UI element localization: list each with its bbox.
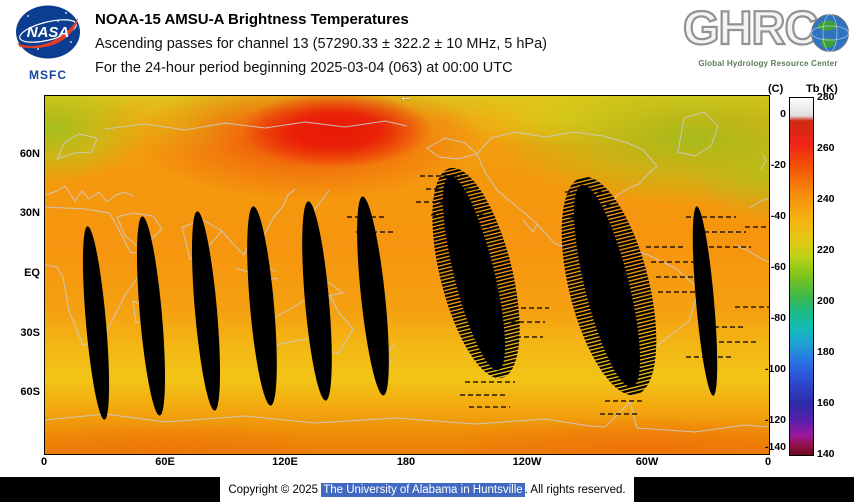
lon-tick-label: 60W xyxy=(635,456,659,468)
kelvin-tick-label: 160 xyxy=(817,397,835,409)
celsius-tick-label: -60 xyxy=(770,261,786,273)
nasa-wordmark: NASA xyxy=(27,24,70,41)
period-subtitle: For the 24-hour period beginning 2025-03… xyxy=(95,60,513,76)
lon-tick-label: 0 xyxy=(40,456,48,468)
ghrc-tagline: Global Hydrology Resource Center xyxy=(698,59,838,68)
globe-icon xyxy=(811,14,849,52)
brightness-temperature-map xyxy=(44,95,770,455)
lon-tick-label: 180 xyxy=(396,456,416,468)
kelvin-tick-label: 240 xyxy=(817,193,835,205)
lon-tick-label: 60E xyxy=(155,456,175,468)
celsius-tick-label: -100 xyxy=(764,363,786,375)
colorbar-kelvin-unit: Tb (K) xyxy=(806,83,838,95)
colorbar-celsius-unit: (C) xyxy=(768,83,784,95)
lon-tick-label: 120E xyxy=(272,456,298,468)
celsius-tick-label: -20 xyxy=(770,159,786,171)
uah-link[interactable]: The University of Alabama in Huntsville xyxy=(321,482,525,497)
ghrc-wordmark: GHRC xyxy=(682,0,820,54)
celsius-tick-label: -40 xyxy=(770,210,786,222)
colorbar-gradient xyxy=(789,97,814,456)
channel-subtitle: Ascending passes for channel 13 (57290.3… xyxy=(95,36,547,52)
ghrc-logo: GHRC Global Hydrology Resource Center xyxy=(682,0,853,82)
lat-tick-label: 30S xyxy=(20,327,40,339)
kelvin-tick-label: 260 xyxy=(817,142,835,154)
kelvin-tick-label: 180 xyxy=(817,346,835,358)
page-title: NOAA-15 AMSU-A Brightness Temperatures xyxy=(95,11,409,28)
celsius-tick-label: -80 xyxy=(770,312,786,324)
copyright-prefix: Copyright © 2025 xyxy=(228,483,322,496)
satellite-swaths xyxy=(82,167,718,420)
title-block: NOAA-15 AMSU-A Brightness Temperatures A… xyxy=(95,8,675,80)
lon-tick-label: 0 xyxy=(764,456,772,468)
scan-line-dashes xyxy=(347,175,769,415)
lat-tick-label: EQ xyxy=(24,267,40,279)
celsius-tick-label: -140 xyxy=(764,441,786,453)
cursor-arrow-icon: ← xyxy=(399,88,413,104)
kelvin-tick-label: 200 xyxy=(817,295,835,307)
kelvin-tick-label: 220 xyxy=(817,244,835,256)
lat-tick-label: 30N xyxy=(19,207,40,219)
copyright-line: Copyright © 2025 The University of Alaba… xyxy=(220,477,634,502)
footer-bar: Copyright © 2025 The University of Alaba… xyxy=(0,477,854,502)
lon-tick-label: 120W xyxy=(512,456,542,468)
celsius-tick-label: -120 xyxy=(764,414,786,426)
nasa-logo: NASA MSFC xyxy=(12,4,84,82)
kelvin-tick-label: 280 xyxy=(817,91,835,103)
nasa-insignia-icon: NASA xyxy=(16,5,80,59)
msfc-label: MSFC xyxy=(29,68,67,82)
lat-tick-label: 60S xyxy=(20,386,40,398)
kelvin-tick-label: 140 xyxy=(817,448,835,460)
copyright-suffix: . All rights reserved. xyxy=(524,483,626,496)
lat-tick-label: 60N xyxy=(19,148,40,160)
celsius-tick-label: 0 xyxy=(780,108,786,120)
